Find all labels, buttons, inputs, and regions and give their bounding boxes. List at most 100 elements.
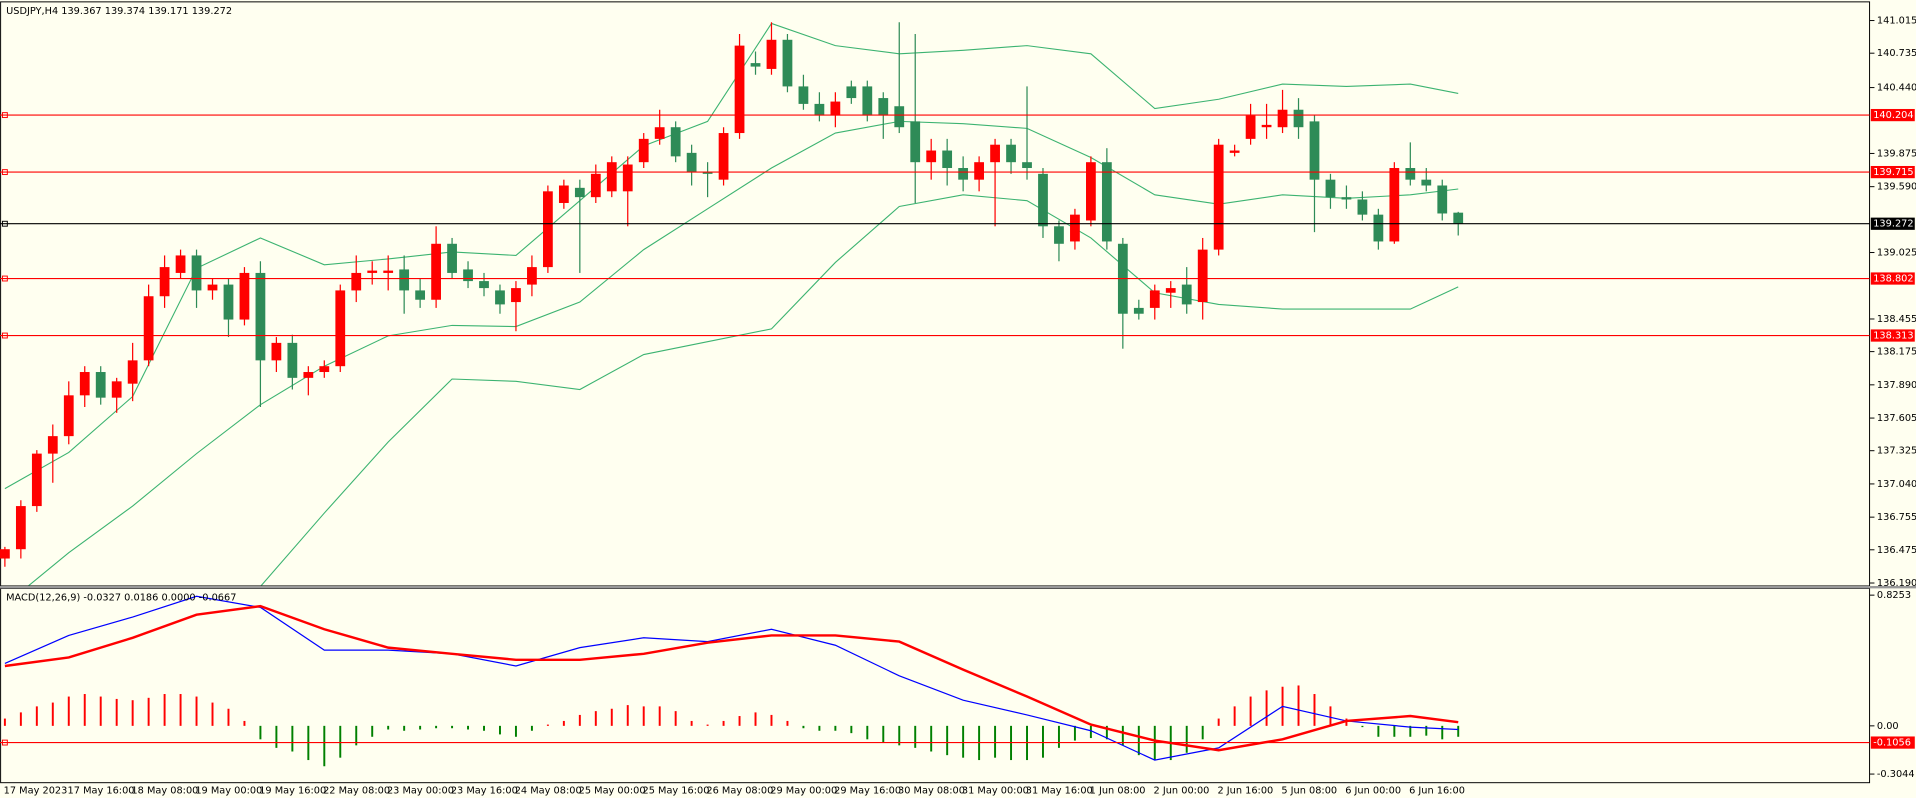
macd-title: MACD(12,26,9) -0.0327 0.0186 0.0000 -0.0… — [6, 593, 236, 604]
candle-body — [862, 86, 873, 116]
level-line-marker — [1, 275, 8, 282]
current-price-line-marker — [1, 220, 8, 227]
candle-body — [814, 103, 825, 116]
candle-body — [319, 366, 330, 373]
candle-body — [31, 453, 42, 507]
x-tick-label: 1 Jun 08:00 — [1090, 786, 1146, 797]
candle-body — [1293, 109, 1304, 128]
candle-body — [383, 270, 394, 273]
candle-body — [159, 267, 170, 297]
y-tick-label: 138.175 — [1877, 347, 1916, 358]
candle-body — [990, 144, 1000, 163]
y-tick-label: 141.015 — [1877, 16, 1916, 27]
candle-body — [127, 360, 138, 384]
y-tick-label: 0.00 — [1877, 721, 1899, 732]
candle-body — [15, 506, 26, 550]
x-tick-label: 17 May 16:00 — [68, 786, 135, 797]
candle-body — [351, 272, 362, 291]
candle-body — [638, 138, 649, 163]
candle-body — [415, 290, 426, 300]
candle-body — [718, 133, 729, 180]
candle-body — [1421, 179, 1432, 186]
candle-body — [255, 272, 266, 361]
candle-body — [942, 150, 953, 169]
candle-body — [1086, 162, 1096, 221]
level-line-label-box — [1870, 272, 1915, 285]
candle-body — [239, 272, 250, 320]
level-line-label-box — [1870, 165, 1915, 179]
candle-body — [830, 101, 841, 116]
candle-body — [1213, 144, 1224, 250]
bollinger-band — [260, 194, 1459, 586]
candle-body — [878, 98, 889, 116]
x-tick-label: 19 May 00:00 — [195, 786, 262, 797]
y-tick-label: 136.755 — [1877, 512, 1916, 523]
candle-body — [1325, 179, 1336, 198]
candle-body — [606, 162, 617, 192]
candle-body — [958, 168, 969, 180]
y-tick-label: 137.890 — [1877, 380, 1916, 391]
candle-body — [447, 243, 457, 273]
candle-body — [1181, 284, 1192, 305]
candle-body — [399, 269, 410, 291]
candle-body — [175, 255, 186, 273]
candle-body — [798, 86, 809, 104]
chart-title: USDJPY,H4 139.367 139.374 139.171 139.27… — [6, 6, 232, 17]
candle-body — [463, 269, 473, 282]
x-tick-label: 25 May 00:00 — [579, 786, 646, 797]
candle-body — [1101, 162, 1112, 242]
y-tick-label: 137.605 — [1877, 413, 1916, 424]
candle-body — [47, 436, 58, 454]
y-tick-label: 137.040 — [1877, 479, 1916, 490]
level-line-label: 140.204 — [1873, 110, 1913, 121]
candle-body — [271, 342, 282, 361]
y-tick-label: 139.875 — [1877, 148, 1916, 159]
candle-body — [543, 191, 553, 268]
candle-body — [910, 121, 921, 163]
macd-level-line-label-box — [1870, 736, 1915, 749]
y-tick-label: 138.455 — [1877, 314, 1916, 325]
candle-body — [654, 127, 665, 139]
candle-body — [479, 281, 489, 289]
x-tick-label: 2 Jun 00:00 — [1154, 786, 1210, 797]
level-line-marker — [1, 332, 8, 339]
candle-body — [1341, 197, 1352, 200]
candle-body — [1277, 109, 1288, 128]
level-line-label: 138.313 — [1873, 331, 1913, 342]
candle-body — [95, 372, 106, 398]
candle-body — [574, 187, 585, 198]
macd-line — [4, 604, 1459, 752]
y-tick-label: 139.025 — [1877, 248, 1916, 259]
candle-body — [0, 549, 10, 559]
candle-body — [287, 342, 298, 378]
candle-body — [207, 284, 218, 291]
x-tick-label: 17 May 2023 — [4, 786, 68, 797]
x-tick-label: 18 May 08:00 — [131, 786, 198, 797]
candle-body — [926, 150, 937, 163]
candle-body — [846, 86, 857, 99]
candle-body — [63, 395, 74, 437]
candle-body — [622, 164, 633, 192]
x-tick-label: 22 May 08:00 — [323, 786, 390, 797]
y-tick-label: 139.590 — [1877, 182, 1916, 193]
level-line-label: 139.715 — [1873, 167, 1913, 178]
candle-body — [894, 106, 905, 128]
y-tick-label: 0.8253 — [1877, 590, 1911, 601]
candle-body — [495, 290, 505, 305]
level-line-label-box — [1870, 108, 1915, 122]
candle-body — [1022, 162, 1032, 169]
candle-body — [590, 173, 601, 198]
candle-body — [79, 372, 90, 396]
candle-body — [1006, 144, 1016, 163]
candle-body — [1054, 226, 1064, 244]
candle-body — [686, 152, 697, 172]
candle-body — [1229, 150, 1240, 153]
candle-body — [1165, 288, 1176, 293]
y-tick-label: -0.3044 — [1877, 769, 1915, 780]
candle-body — [1197, 249, 1208, 303]
candle-body — [1133, 307, 1144, 314]
y-tick-label: 136.190 — [1877, 578, 1916, 589]
candle-body — [702, 171, 713, 174]
